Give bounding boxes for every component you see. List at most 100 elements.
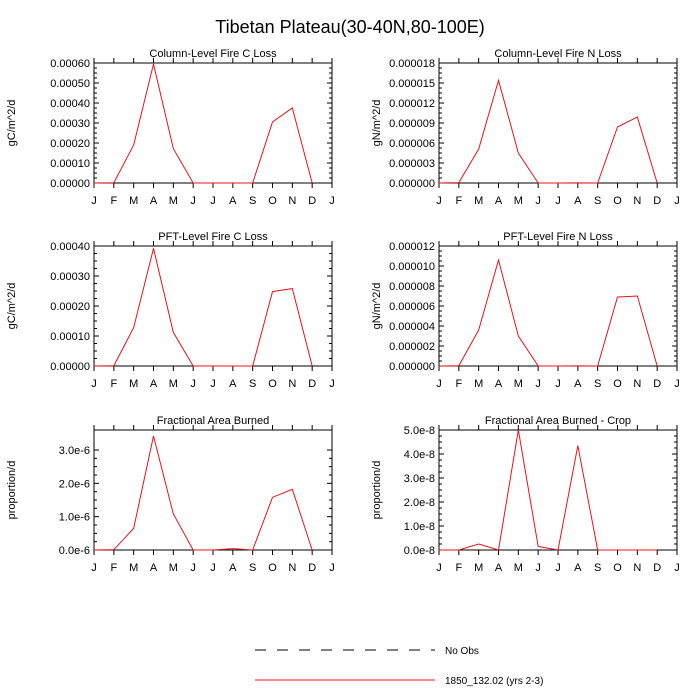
x-tick-label: A [495, 195, 503, 207]
x-tick-label: M [169, 562, 178, 574]
plot-frame [438, 429, 678, 551]
x-tick-label: O [613, 195, 622, 207]
y-tick-label: 1.0e-8 [404, 521, 435, 533]
x-tick-label: J [91, 562, 97, 574]
x-tick-label: O [268, 378, 277, 390]
x-tick-label: O [268, 562, 277, 574]
panels-group: Column-Level Fire C LossgC/m^2/d0.000000… [6, 48, 680, 574]
x-tick-label: J [555, 378, 561, 390]
series-line [93, 63, 313, 184]
x-tick-label: M [129, 562, 138, 574]
y-tick-label: 0.00000 [50, 178, 90, 190]
y-axis-label: gC/m^2/d [6, 283, 18, 330]
x-tick-label: S [594, 562, 601, 574]
y-tick-label: 0.000015 [389, 78, 435, 90]
x-tick-label: F [455, 378, 462, 390]
y-axis-label: proportion/d [371, 461, 383, 520]
x-tick-label: D [308, 195, 316, 207]
y-tick-label: 0.000006 [389, 301, 435, 313]
y-tick-label: 3.0e-8 [404, 473, 435, 485]
y-tick-label: 0.00020 [50, 301, 90, 313]
series-line [438, 78, 658, 184]
plot-frame [438, 62, 678, 184]
series-line [93, 248, 313, 367]
x-tick-label: M [514, 562, 523, 574]
x-tick-label: M [169, 378, 178, 390]
x-tick-label: F [110, 378, 117, 390]
y-tick-label: 0.000009 [389, 118, 435, 130]
chart-panel-1: Column-Level Fire C Loss gC/m^2/d 0.00000 0… [6, 48, 335, 207]
x-tick-label: S [594, 378, 601, 390]
legend-label-model: 1850_132.02 (yrs 2-3) [445, 676, 543, 687]
y-tick-label: 0.000008 [389, 281, 435, 293]
legend: No Obs 1850_132.02 (yrs 2-3) [255, 646, 543, 687]
x-tick-label: A [574, 195, 582, 207]
x-tick-label: S [249, 195, 256, 207]
x-tick-label: M [169, 195, 178, 207]
x-tick-label: J [436, 562, 442, 574]
x-tick-label: M [514, 195, 523, 207]
series-line [439, 429, 658, 551]
x-tick-label: J [329, 562, 335, 574]
plot-frame [438, 245, 678, 367]
x-tick-label: J [91, 378, 97, 390]
series-line [438, 258, 658, 367]
x-tick-label: M [474, 562, 483, 574]
x-tick-label: J [436, 378, 442, 390]
x-tick-label: N [288, 195, 296, 207]
chart-panel-4: PFT-Level Fire N Loss gN/m^2/d 0.000000 0.0… [371, 231, 680, 390]
x-tick-label: J [674, 195, 680, 207]
x-tick-label: M [514, 378, 523, 390]
series-line [93, 435, 313, 551]
y-axis-label: proportion/d [6, 461, 18, 520]
x-tick-label: J [436, 195, 442, 207]
x-tick-label: F [110, 562, 117, 574]
panel-title: Column-Level Fire C Loss [149, 48, 277, 60]
y-tick-label: 0.000004 [389, 321, 435, 333]
y-tick-label: 2.0e-8 [404, 497, 435, 509]
x-tick-label: J [91, 195, 97, 207]
x-tick-label: J [535, 562, 541, 574]
x-tick-label: A [150, 562, 158, 574]
x-tick-label: D [653, 378, 661, 390]
y-tick-label: 0.00050 [50, 78, 90, 90]
chart-panel-3: PFT-Level Fire C Loss gC/m^2/d 0.00000 0.00… [6, 231, 335, 390]
chart-panel-6: Fractional Area Burned - Crop proportion/… [371, 415, 680, 574]
x-tick-label: J [210, 562, 216, 574]
x-tick-label: D [308, 378, 316, 390]
x-tick-label: A [229, 195, 237, 207]
x-tick-label: J [190, 378, 196, 390]
x-tick-label: J [329, 378, 335, 390]
x-tick-label: S [249, 562, 256, 574]
y-tick-label: 0.000010 [389, 261, 435, 273]
y-axis-label: gN/m^2/d [371, 100, 383, 147]
y-tick-label: 1.0e-6 [59, 512, 90, 524]
x-tick-label: S [249, 378, 256, 390]
x-tick-label: M [129, 378, 138, 390]
y-tick-label: 0.000000 [389, 178, 435, 190]
x-tick-label: O [268, 195, 277, 207]
y-tick-label: 0.000012 [389, 241, 435, 253]
x-tick-label: F [455, 195, 462, 207]
x-tick-label: O [613, 562, 622, 574]
y-tick-label: 5.0e-8 [404, 425, 435, 437]
x-tick-label: J [555, 195, 561, 207]
x-tick-label: A [150, 195, 158, 207]
x-tick-label: N [288, 562, 296, 574]
x-tick-label: O [613, 378, 622, 390]
panel-title: PFT-Level Fire C Loss [158, 231, 268, 243]
x-tick-label: J [535, 195, 541, 207]
x-tick-label: N [288, 378, 296, 390]
x-tick-label: D [653, 562, 661, 574]
y-tick-label: 2.0e-6 [59, 478, 90, 490]
x-tick-label: N [633, 378, 641, 390]
x-tick-label: A [229, 378, 237, 390]
x-tick-label: F [455, 562, 462, 574]
panel-title: Fractional Area Burned [157, 415, 270, 427]
y-tick-label: 0.000000 [389, 361, 435, 373]
y-tick-label: 0.00010 [50, 331, 90, 343]
x-tick-label: A [574, 562, 582, 574]
y-tick-label: 0.00030 [50, 118, 90, 130]
y-tick-label: 0.00040 [50, 241, 90, 253]
y-tick-label: 0.00000 [50, 361, 90, 373]
